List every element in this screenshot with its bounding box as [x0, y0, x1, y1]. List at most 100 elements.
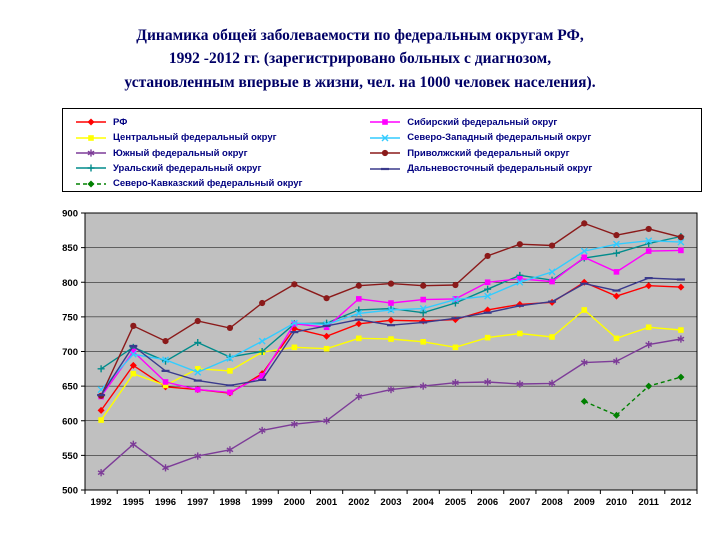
- series-marker: [355, 335, 362, 342]
- series-marker: [382, 150, 389, 157]
- series-marker: [612, 411, 620, 419]
- legend-item: Дальневосточный федеральный округ: [369, 162, 592, 177]
- legend-column: Сибирский федеральный округ Северо-Западн…: [369, 115, 592, 191]
- x-axis-label: 2000: [284, 497, 305, 508]
- legend-item: Уральский федеральный округ: [75, 161, 369, 175]
- legend-item-label: Северо-Кавказский федеральный округ: [113, 178, 303, 190]
- legend-item-label: Уральский федеральный округ: [113, 162, 262, 174]
- series-marker: [613, 232, 620, 239]
- series-marker: [382, 119, 389, 126]
- series-marker: [451, 296, 459, 304]
- y-axis-label: 500: [62, 486, 78, 497]
- series-marker: [291, 281, 298, 288]
- y-axis-label: 900: [62, 209, 78, 220]
- series-marker: [484, 334, 491, 341]
- series-marker: [259, 372, 265, 379]
- y-axis-label: 650: [62, 382, 78, 393]
- legend-marker-square: [76, 134, 106, 141]
- series-line: [584, 376, 682, 417]
- y-axis-label: 550: [62, 451, 78, 462]
- series-marker: [227, 389, 233, 396]
- series-marker: [645, 324, 652, 331]
- series-marker: [645, 248, 652, 254]
- legend-item: Приволжский федеральный округ: [369, 146, 592, 161]
- series-marker: [97, 406, 105, 414]
- series-marker: [291, 344, 298, 351]
- series-marker: [226, 324, 234, 332]
- series-marker: [580, 247, 588, 255]
- series-marker: [645, 342, 653, 347]
- series-marker: [677, 373, 685, 381]
- series-marker: [162, 382, 169, 389]
- series-marker: [420, 296, 427, 303]
- legend-marker-x: [370, 134, 401, 142]
- legend-item: РФ: [75, 115, 369, 129]
- series-marker: [290, 421, 298, 427]
- series-marker: [87, 180, 95, 188]
- series-marker: [323, 295, 330, 302]
- series-marker: [387, 306, 395, 314]
- x-axis-label: 2011: [638, 497, 659, 508]
- series-marker: [516, 241, 523, 248]
- series-marker: [677, 238, 685, 246]
- series-marker: [97, 386, 105, 394]
- y-axis-label: 750: [62, 312, 78, 323]
- series-marker: [484, 292, 492, 300]
- series-marker: [548, 380, 556, 386]
- legend-marker-diamond: [76, 118, 106, 126]
- legend-item-label: Центральный федеральный округ: [113, 132, 277, 144]
- series-marker: [548, 268, 556, 276]
- series-marker: [580, 397, 588, 405]
- x-axis-label: 2008: [541, 497, 562, 508]
- series-marker: [194, 368, 202, 376]
- series-marker: [613, 269, 620, 275]
- y-axis-label: 800: [62, 278, 78, 289]
- series-marker: [420, 339, 427, 345]
- x-axis-label: 2004: [413, 497, 435, 508]
- legend-item-label: Южный федеральный округ: [113, 147, 248, 159]
- series-marker: [645, 382, 653, 390]
- series-marker: [388, 300, 394, 306]
- legend-item: Сибирский федеральный округ: [369, 115, 592, 130]
- series-marker: [227, 368, 233, 374]
- x-axis-label: 1996: [155, 497, 176, 508]
- series-marker: [612, 240, 620, 248]
- x-axis-label: 2010: [606, 497, 627, 508]
- series-marker: [98, 417, 104, 423]
- y-axis-label: 850: [62, 243, 78, 254]
- series-marker: [130, 348, 137, 355]
- legend-item-label: Дальневосточный федеральный округ: [407, 163, 593, 175]
- series-marker: [581, 254, 588, 261]
- series-marker: [678, 327, 684, 333]
- series-marker: [516, 278, 524, 286]
- x-axis-label: 2003: [380, 497, 401, 508]
- series-marker: [452, 281, 459, 289]
- series-marker: [355, 394, 363, 399]
- series-marker: [613, 335, 620, 342]
- series-marker: [484, 279, 491, 286]
- x-axis-label: 1992: [91, 497, 112, 508]
- series-marker: [677, 234, 684, 241]
- x-axis-label: 2005: [445, 497, 467, 508]
- series-marker: [581, 307, 588, 313]
- series-marker: [130, 322, 137, 329]
- series-marker: [387, 316, 395, 324]
- series-marker: [87, 118, 95, 126]
- series-marker: [129, 441, 137, 447]
- legend-item: Северо-Западный федеральный округ: [369, 131, 592, 146]
- series-marker: [323, 332, 331, 340]
- series-marker: [355, 309, 363, 317]
- series-marker: [162, 465, 169, 471]
- series-marker: [613, 358, 620, 364]
- legend-marker-plus: [76, 164, 106, 172]
- series-marker: [517, 330, 523, 337]
- series-marker: [581, 220, 588, 227]
- x-axis-label: 2007: [509, 497, 530, 508]
- series-marker: [290, 319, 298, 327]
- series-marker: [130, 370, 137, 377]
- x-axis-label: 2001: [316, 497, 338, 508]
- chart-title: Динамика общей заболеваемости по федерал…: [124, 27, 596, 91]
- series-marker: [387, 280, 395, 287]
